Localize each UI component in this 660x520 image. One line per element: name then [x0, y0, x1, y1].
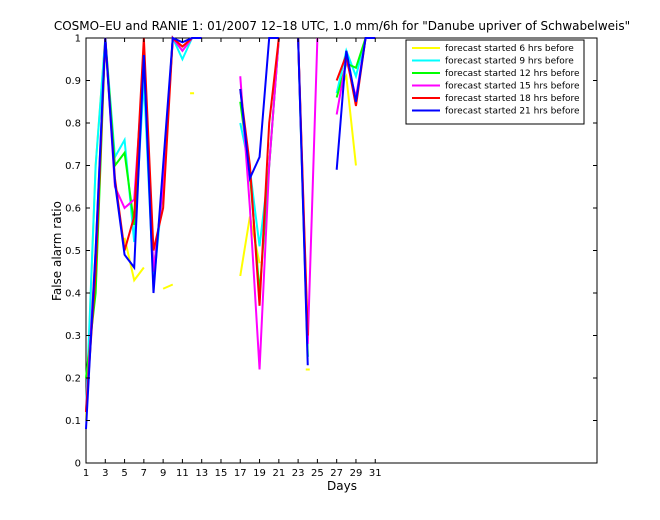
y-tick-label: 0.9 — [65, 76, 81, 87]
series-line-segment — [123, 237, 145, 283]
series-line-segment — [239, 37, 279, 182]
x-tick-label: 3 — [102, 468, 108, 479]
series-line-segment — [297, 37, 309, 366]
y-tick-label: 1 — [75, 34, 81, 45]
x-tick-label: 1 — [83, 468, 89, 479]
legend-entry: forecast started 15 hrs before — [445, 82, 580, 92]
series-line-segment — [239, 37, 280, 370]
x-tick-label: 11 — [176, 468, 189, 479]
y-tick-label: 0.3 — [65, 331, 81, 342]
legend-entry: forecast started 9 hrs before — [445, 57, 574, 67]
x-tick-label: 15 — [215, 468, 228, 479]
legend: forecast started 6 hrs before forecast st… — [405, 39, 585, 125]
y-tick-label: 0.2 — [65, 374, 81, 385]
x-tick-label: 27 — [330, 468, 343, 479]
x-tick-label: 31 — [369, 468, 382, 479]
chart-title: COSMO–EU and RANIE 1: 01/2007 12–18 UTC,… — [54, 19, 630, 33]
legend-entry: forecast started 6 hrs before — [445, 44, 574, 54]
y-tick-label: 0.7 — [65, 161, 81, 172]
series-line-segment — [162, 283, 174, 290]
x-tick-label: 13 — [195, 468, 208, 479]
axis-layer: 1 3 5 7 9 11 13 15 17 19 21 23 25 27 29 3100.10.20.30.4… — [65, 34, 597, 479]
y-tick-label: 0.4 — [65, 289, 81, 300]
y-tick-label: 0.8 — [65, 119, 81, 130]
legend-entry: forecast started 18 hrs before — [445, 94, 580, 104]
x-tick-label: 7 — [141, 468, 147, 479]
legend-entry: forecast started 12 hrs before — [445, 69, 580, 79]
x-tick-label: 19 — [253, 468, 266, 479]
y-tick-label: 0.1 — [65, 416, 81, 427]
y-tick-label: 0 — [75, 459, 81, 470]
x-axis-label: Days — [327, 479, 357, 493]
x-tick-label: 23 — [292, 468, 305, 479]
y-tick-label: 0.5 — [65, 246, 81, 257]
y-axis-label: False alarm ratio — [50, 201, 64, 301]
x-tick-label: 5 — [121, 468, 127, 479]
legend-entry: forecast started 21 hrs before — [445, 107, 580, 117]
x-tick-label: 9 — [160, 468, 166, 479]
x-tick-label: 17 — [234, 468, 247, 479]
x-tick-label: 21 — [272, 468, 285, 479]
x-tick-label: 29 — [350, 468, 363, 479]
series-line-segment — [335, 37, 376, 170]
x-tick-label: 25 — [311, 468, 324, 479]
y-tick-label: 0.6 — [65, 204, 81, 215]
